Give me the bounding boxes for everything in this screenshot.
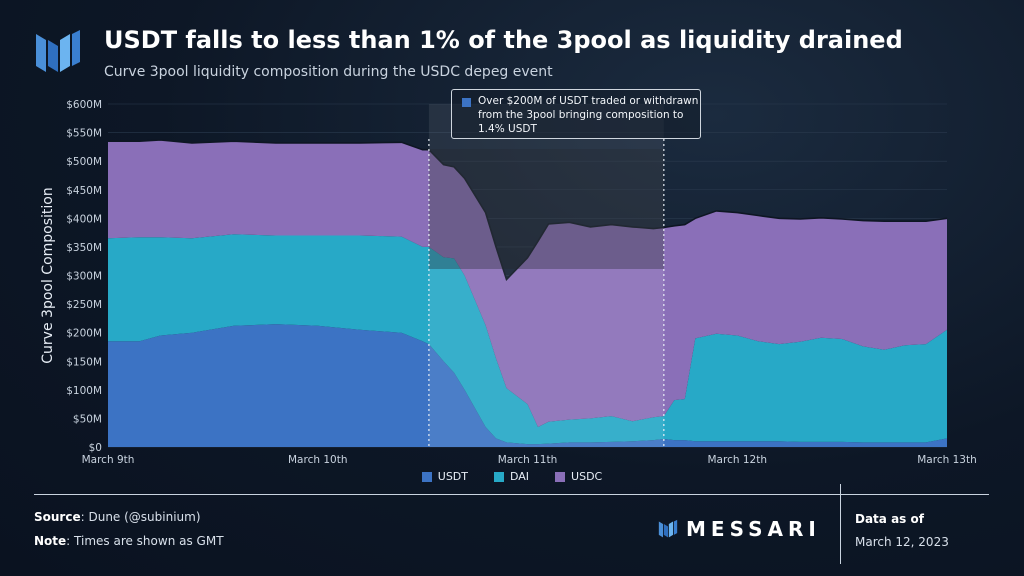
data-as-of-label: Data as of: [855, 512, 924, 526]
y-tick-label: $300M: [66, 271, 102, 283]
legend-item-dai: DAI: [494, 470, 529, 483]
highlight-layer: [428, 104, 665, 447]
y-tick-label: $500M: [66, 156, 102, 168]
y-axis-label: Curve 3pool Composition: [40, 187, 56, 363]
y-tick-label: $100M: [66, 385, 102, 397]
y-tick-label: $400M: [66, 213, 102, 225]
note-value: : Times are shown as GMT: [66, 534, 224, 548]
y-tick-label: $450M: [66, 185, 102, 197]
area-series-usdt: [108, 324, 947, 447]
y-tick-label: $350M: [66, 242, 102, 254]
source-label: Source: [34, 510, 81, 524]
annotation-swatch: [462, 98, 471, 107]
area-series-usdc: [108, 140, 947, 427]
y-tick-label: $550M: [66, 128, 102, 140]
y-tick-label: $600M: [66, 99, 102, 111]
x-tick-label: March 10th: [288, 454, 347, 466]
area-layer: [108, 139, 948, 447]
axis-layer: $0 $50M $100M $150M $200M $250M $300M $350M $400…: [40, 99, 977, 466]
y-tick-label: $50M: [73, 413, 102, 425]
data-as-of-date: March 12, 2023: [855, 535, 949, 549]
time-note: Note: Times are shown as GMT: [34, 534, 224, 548]
y-tick-label: $250M: [66, 299, 102, 311]
legend-label-usdc: USDC: [571, 470, 603, 483]
x-tick-label: March 12th: [708, 454, 767, 466]
messari-brand: MESSARI: [658, 517, 821, 541]
legend-item-usdt: USDT: [421, 470, 468, 483]
x-tick-label: March 9th: [82, 454, 135, 466]
legend-label-dai: DAI: [510, 470, 530, 483]
footer-divider: [34, 494, 989, 495]
y-tick-label: $150M: [66, 356, 102, 368]
brand-wordmark: MESSARI: [686, 517, 821, 541]
legend-item-usdc: USDC: [555, 470, 602, 483]
legend-swatch-usdc: [555, 471, 566, 482]
annotation-box: Over $200M of USDT traded or withdrawn f…: [451, 89, 701, 139]
x-tick-label: March 11th: [498, 454, 557, 466]
area-series-dai: [108, 234, 947, 445]
y-tick-label: $200M: [66, 328, 102, 340]
chart-legend: USDT DAI USDC: [0, 470, 1024, 483]
legend-swatch-usdt: [421, 471, 432, 482]
footer-vertical-divider: [840, 484, 841, 564]
chart-title: USDT falls to less than 1% of the 3pool …: [104, 26, 903, 54]
source-value: : Dune (@subinium): [80, 510, 201, 524]
highlight-tint: [428, 104, 664, 447]
annotation-text: Over $200M of USDT traded or withdrawn f…: [478, 95, 699, 135]
messari-logo-icon: [36, 30, 80, 72]
x-tick-label: March 13th: [917, 454, 976, 466]
total-outline: [108, 139, 948, 282]
chart-subtitle: Curve 3pool liquidity composition during…: [104, 64, 553, 80]
highlight-shade: [428, 149, 664, 269]
legend-label-usdt: USDT: [437, 470, 468, 483]
source-note: Source: Dune (@subinium): [34, 510, 201, 524]
y-tick-label: $0: [89, 442, 102, 454]
note-label: Note: [34, 534, 67, 548]
messari-small-logo-icon: [658, 519, 678, 538]
legend-swatch-dai: [494, 471, 504, 482]
